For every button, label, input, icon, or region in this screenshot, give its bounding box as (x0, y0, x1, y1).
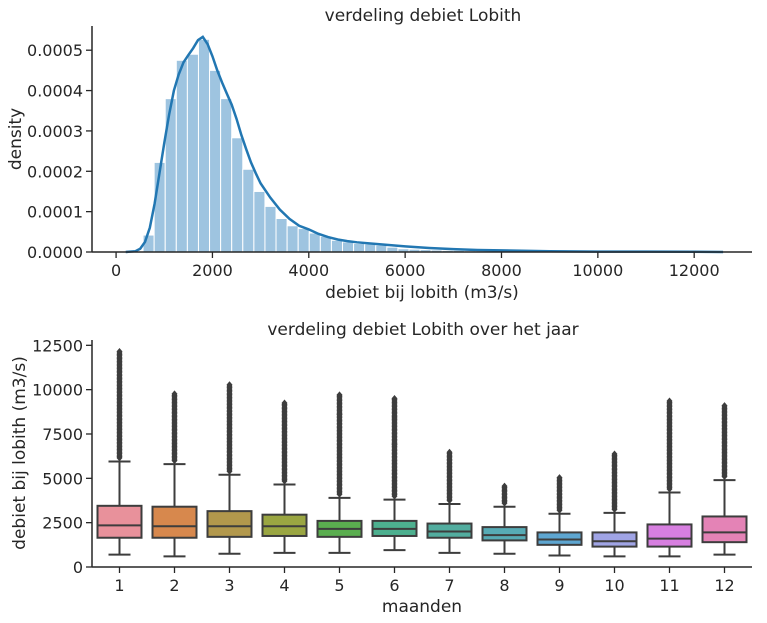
density-y-tick-label: 0.0005 (27, 41, 83, 60)
density-x-tick-label: 12000 (669, 261, 720, 280)
iqr-box (591, 531, 638, 548)
density-x-axis-title: debiet bij lobith (m3/s) (325, 283, 519, 303)
outlier-marker (611, 450, 618, 458)
boxplot-y-tick-label: 5000 (42, 469, 83, 488)
boxplot-x-ticks: 1 2 3 4 5 6 7 8 9 10 11 12 (114, 567, 735, 595)
boxplot-month-4 (261, 399, 308, 554)
density-y-axis-title: density (6, 108, 26, 170)
boxplot-y-tick-label: 2500 (42, 514, 83, 533)
boxplot-y-tick-label: 12500 (32, 336, 83, 355)
outlier-marker (281, 399, 288, 407)
boxplot-y-tick-label: 0 (73, 558, 83, 577)
density-chart-title: verdeling debiet Lobith (325, 6, 522, 26)
boxplot-x-tick-label: 8 (499, 576, 509, 595)
iqr-box (701, 515, 748, 544)
boxplot-y-tick-label: 7500 (42, 425, 83, 444)
iqr-box (206, 510, 253, 538)
outlier-marker (446, 448, 453, 456)
boxplot-month-10 (591, 450, 638, 558)
density-y-ticks: 0.0000 0.0001 0.0002 0.0003 0.0004 0.0005 (27, 41, 92, 262)
boxplot-x-tick-label: 2 (169, 576, 179, 595)
histogram-bar (231, 137, 244, 253)
boxplot-x-tick-label: 6 (389, 576, 399, 595)
histogram-bar (297, 228, 310, 253)
histogram-bar (220, 98, 233, 253)
iqr-box (646, 523, 693, 548)
boxplot-x-tick-label: 7 (444, 576, 454, 595)
boxplot-month-3 (206, 381, 253, 555)
boxplot-x-tick-label: 4 (279, 576, 289, 595)
boxplot-x-tick-label: 3 (224, 576, 234, 595)
density-y-tick-label: 0.0000 (27, 243, 83, 262)
outlier-marker (391, 395, 398, 403)
monthly-boxplot-chart: verdeling debiet Lobith over het jaar 0 2… (10, 320, 752, 617)
histogram-bar (253, 190, 266, 253)
histogram-bar (330, 239, 344, 253)
density-x-tick-label: 0 (111, 261, 121, 280)
boxplot-month-12 (701, 402, 748, 556)
histogram-bar (242, 168, 255, 253)
histogram-bar (364, 243, 377, 253)
density-x-tick-label: 8000 (481, 261, 522, 280)
histogram-bar (264, 205, 277, 253)
density-x-tick-label: 4000 (288, 261, 329, 280)
histogram-bar (286, 225, 299, 253)
density-x-tick-label: 2000 (192, 261, 233, 280)
boxplot-month-2 (151, 390, 198, 558)
boxplot-y-axis-title: debiet bij lobith (m3/s) (10, 356, 30, 550)
boxplot-month-8 (481, 482, 528, 555)
histogram-bars (142, 38, 543, 253)
histogram-bar (353, 243, 366, 253)
histogram-bar (197, 38, 211, 253)
density-x-ticks: 0 2000 4000 6000 8000 10000 12000 (111, 252, 720, 280)
outlier-marker (226, 381, 233, 389)
histogram-bar (175, 59, 188, 253)
outlier-marker (391, 441, 398, 449)
outlier-marker (336, 410, 343, 418)
density-y-tick-label: 0.0004 (27, 82, 83, 101)
histogram-bar (209, 69, 222, 253)
density-chart: verdeling debiet Lobith 0.00000.00010.00… (6, 6, 752, 303)
histogram-bar (275, 218, 288, 253)
boxplot-month-1 (96, 348, 143, 556)
outlier-marker (556, 474, 563, 482)
boxplot-x-tick-label: 5 (334, 576, 344, 595)
boxplot-x-tick-label: 9 (554, 576, 564, 595)
iqr-box (481, 526, 528, 542)
histogram-bar (342, 241, 355, 253)
boxplot-x-tick-label: 1 (114, 576, 124, 595)
density-x-tick-label: 10000 (572, 261, 623, 280)
histogram-bar (308, 232, 321, 253)
outlier-marker (666, 397, 673, 405)
boxplot-month-9 (536, 474, 583, 557)
boxplot-x-tick-label: 10 (604, 576, 624, 595)
outlier-marker (336, 391, 343, 399)
outlier-marker (116, 348, 123, 356)
density-y-tick-label: 0.0002 (27, 162, 83, 181)
boxplots (96, 348, 748, 558)
boxplot-chart-title: verdeling debiet Lobith over het jaar (267, 320, 578, 340)
outlier-marker (391, 414, 398, 422)
kde-line (125, 35, 724, 254)
iqr-box (96, 504, 143, 539)
histogram-bar (375, 244, 388, 253)
outlier-marker (171, 390, 178, 398)
boxplot-y-tick-label: 10000 (32, 381, 83, 400)
outlier-marker (501, 482, 508, 490)
boxplot-month-11 (646, 397, 693, 558)
histogram-bar (186, 53, 199, 253)
density-y-tick-label: 0.0003 (27, 122, 83, 141)
boxplot-x-tick-label: 12 (714, 576, 734, 595)
density-x-tick-label: 6000 (385, 261, 426, 280)
iqr-box (151, 505, 198, 539)
boxplot-x-tick-label: 11 (659, 576, 679, 595)
outlier-marker (721, 402, 728, 410)
boxplot-x-axis-title: maanden (382, 597, 462, 617)
boxplot-y-ticks: 0 2500 5000 7500 10000 12500 (32, 336, 92, 577)
boxplot-month-7 (426, 448, 473, 554)
density-y-tick-label: 0.0001 (27, 203, 83, 222)
